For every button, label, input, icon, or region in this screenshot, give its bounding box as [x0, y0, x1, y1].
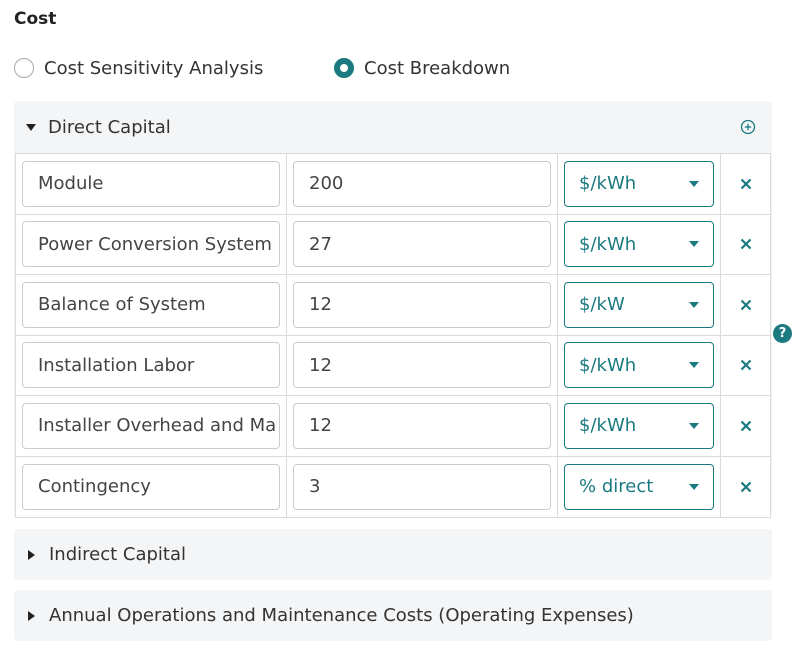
close-icon[interactable] — [739, 177, 753, 191]
annual-om-panel: Annual Operations and Maintenance Costs … — [14, 590, 772, 641]
direct-capital-label: Direct Capital — [48, 116, 171, 138]
unit-select-value: $/kWh — [579, 173, 637, 195]
cost-value-input[interactable]: 12 — [293, 342, 551, 389]
cost-name-input[interactable]: Module — [22, 160, 280, 207]
caret-down-icon — [689, 301, 699, 308]
close-icon[interactable] — [739, 298, 753, 312]
cost-name-input[interactable]: Installer Overhead and Ma — [22, 402, 280, 449]
table-row: Installer Overhead and Ma 12 $/kWh — [16, 396, 770, 457]
direct-capital-header[interactable]: Direct Capital — [14, 101, 772, 153]
cost-name-input[interactable]: Installation Labor — [22, 342, 280, 389]
unit-select-value: $/kWh — [579, 233, 637, 255]
table-row: Installation Labor 12 $/kWh — [16, 335, 770, 396]
close-icon[interactable] — [739, 419, 753, 433]
annual-om-label: Annual Operations and Maintenance Costs … — [49, 605, 634, 626]
radio-cost-breakdown[interactable]: Cost Breakdown — [334, 55, 510, 81]
close-icon[interactable] — [739, 237, 753, 251]
radio-label: Cost Breakdown — [364, 57, 511, 79]
section-title: Cost — [14, 9, 57, 29]
caret-right-icon — [28, 610, 35, 621]
cost-name-input[interactable]: Contingency — [22, 463, 280, 510]
caret-down-icon — [689, 483, 699, 490]
cost-mode-radio-group: Cost Sensitivity Analysis Cost Breakdown — [14, 55, 614, 81]
cost-value-input[interactable]: 200 — [293, 160, 551, 207]
unit-select[interactable]: $/kWh — [564, 160, 714, 207]
unit-select-value: $/kWh — [579, 415, 637, 437]
unit-select-value: % direct — [579, 476, 654, 498]
close-icon[interactable] — [739, 480, 753, 494]
unit-select[interactable]: % direct — [564, 463, 714, 510]
unit-select[interactable]: $/kWh — [564, 221, 714, 268]
unit-select[interactable]: $/kW — [564, 281, 714, 328]
indirect-capital-header[interactable]: Indirect Capital — [14, 529, 772, 580]
caret-down-icon — [689, 422, 699, 429]
direct-capital-table: Module 200 $/kWh Power Conversion System… — [15, 153, 771, 518]
caret-down-icon — [26, 123, 36, 131]
radio-cost-sensitivity-analysis[interactable]: Cost Sensitivity Analysis — [14, 55, 263, 81]
radio-unchecked-icon[interactable] — [14, 58, 34, 78]
plus-circle-icon[interactable] — [740, 119, 756, 135]
indirect-capital-panel: Indirect Capital — [14, 529, 772, 580]
unit-select[interactable]: $/kWh — [564, 402, 714, 449]
caret-down-icon — [689, 180, 699, 187]
cost-value-input[interactable]: 27 — [293, 221, 551, 268]
radio-label: Cost Sensitivity Analysis — [44, 57, 264, 79]
unit-select-value: $/kWh — [579, 354, 637, 376]
caret-down-icon — [689, 241, 699, 248]
help-icon[interactable]: ? — [773, 324, 792, 343]
cost-value-input[interactable]: 12 — [293, 281, 551, 328]
cost-value-input[interactable]: 12 — [293, 402, 551, 449]
cost-name-input[interactable]: Balance of System — [22, 281, 280, 328]
cost-value-input[interactable]: 3 — [293, 463, 551, 510]
table-row: Contingency 3 % direct — [16, 456, 770, 517]
unit-select[interactable]: $/kWh — [564, 342, 714, 389]
annual-om-header[interactable]: Annual Operations and Maintenance Costs … — [14, 590, 772, 641]
radio-checked-icon[interactable] — [334, 58, 354, 78]
table-row: Power Conversion System 27 $/kWh — [16, 214, 770, 275]
table-row: Module 200 $/kWh — [16, 154, 770, 215]
indirect-capital-label: Indirect Capital — [49, 544, 187, 565]
caret-down-icon — [689, 362, 699, 369]
caret-right-icon — [28, 549, 35, 560]
unit-select-value: $/kW — [579, 294, 625, 316]
cost-name-input[interactable]: Power Conversion System — [22, 221, 280, 268]
table-row: Balance of System 12 $/kW — [16, 275, 770, 336]
close-icon[interactable] — [739, 358, 753, 372]
